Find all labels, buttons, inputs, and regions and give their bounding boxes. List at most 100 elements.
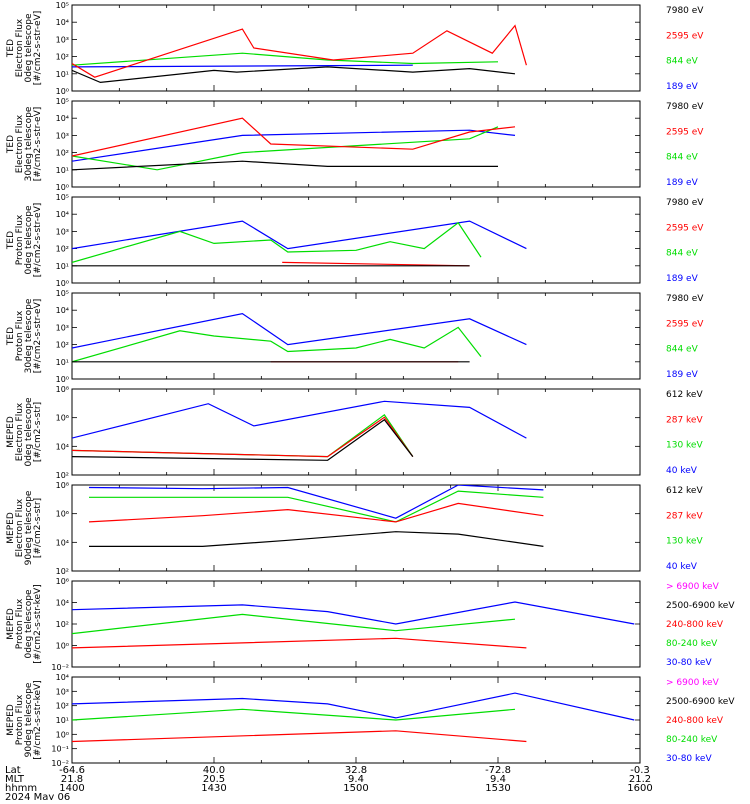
legend-entry: 2500-6900 keV bbox=[666, 697, 735, 707]
legend-entry: 189 eV bbox=[666, 82, 699, 92]
panel-1: 10⁵ 10⁴ 10³ 10² 10¹ 10⁰ TED Electron Flux 0deg t… bbox=[6, 1, 704, 96]
legend-entry: 844 eV bbox=[666, 57, 699, 67]
y-axis-label-line: 30deg telescope bbox=[24, 106, 34, 181]
y-axis-label-line: TED bbox=[6, 327, 16, 346]
x-tick-label: -64.6 bbox=[59, 765, 85, 776]
y-axis-label-line: 30deg telescope bbox=[24, 298, 34, 373]
series-line bbox=[72, 416, 414, 458]
x-tick-label: 9.4 bbox=[348, 774, 364, 785]
y-axis-label-line: TED bbox=[6, 135, 16, 154]
series-line bbox=[72, 601, 635, 625]
series-line bbox=[72, 708, 516, 721]
x-tick-label: 1500 bbox=[343, 783, 368, 794]
series-line bbox=[72, 326, 482, 363]
y-tick-label: 10¹ bbox=[56, 716, 69, 725]
legend-entry: 7980 eV bbox=[666, 102, 704, 112]
x-tick-label: 21.2 bbox=[629, 774, 651, 785]
y-tick-label: 10⁴ bbox=[56, 210, 69, 219]
y-tick-label: 10¹ bbox=[56, 166, 69, 175]
series-line bbox=[72, 418, 414, 461]
y-tick-label: 10⁴ bbox=[56, 114, 69, 123]
panel-frame bbox=[71, 676, 641, 764]
y-tick-label: 10⁸ bbox=[56, 385, 69, 394]
legend-entry: 287 keV bbox=[666, 415, 703, 425]
y-tick-label: 10⁰ bbox=[56, 375, 69, 384]
y-axis-label-line: TED bbox=[6, 231, 16, 250]
y-axis-label-line: Electron Flux bbox=[15, 114, 25, 173]
series-line bbox=[72, 613, 516, 635]
series-line bbox=[88, 485, 544, 519]
y-tick-label: 10⁰ bbox=[56, 183, 69, 192]
y-tick-label: 10³ bbox=[56, 323, 69, 332]
y-tick-label: 10⁰ bbox=[56, 87, 69, 96]
x-tick-label: 32.8 bbox=[345, 765, 367, 776]
y-axis-label-line: Electron Flux bbox=[15, 402, 25, 461]
legend-entry: > 6900 keV bbox=[666, 678, 720, 688]
y-tick-label: 10² bbox=[56, 620, 69, 629]
panel-5: 10⁸ 10⁶ 10⁴ 10² MEPED Electron Flux 0deg teles… bbox=[6, 385, 703, 480]
y-tick-label: 10⁶ bbox=[56, 510, 69, 519]
x-tick-label: -72.8 bbox=[485, 765, 511, 776]
series-line bbox=[72, 129, 516, 162]
y-tick-label: 10⁻¹ bbox=[51, 745, 69, 754]
x-tick-label: -0.3 bbox=[630, 765, 650, 776]
legend-entry: 2500-6900 keV bbox=[666, 601, 735, 611]
series-line bbox=[72, 24, 527, 78]
y-tick-label: 10² bbox=[56, 245, 69, 254]
x-row-label: Lat bbox=[5, 765, 21, 776]
y-tick-label: 10² bbox=[56, 341, 69, 350]
series-line bbox=[72, 126, 499, 171]
x-tick-label: 9.4 bbox=[490, 774, 506, 785]
panel-frame bbox=[71, 4, 641, 92]
y-tick-label: 10⁴ bbox=[56, 18, 69, 27]
y-tick-label: 10⁶ bbox=[56, 577, 69, 586]
y-axis-label-line: [#/cm2-s-str-keV] bbox=[33, 680, 43, 759]
series-line bbox=[72, 160, 498, 171]
y-axis-label-line: Proton Flux bbox=[15, 214, 25, 265]
y-tick-label: 10⁰ bbox=[56, 279, 69, 288]
y-axis-label-line: 90deg telescope bbox=[24, 490, 34, 565]
y-tick-label: 10² bbox=[56, 471, 69, 480]
x-row-label: hhmm bbox=[5, 783, 37, 794]
legend-entry: 2595 eV bbox=[666, 319, 704, 329]
y-tick-label: 10⁻² bbox=[51, 663, 69, 672]
y-tick-label: 10⁵ bbox=[56, 193, 69, 202]
series-line bbox=[72, 312, 527, 349]
y-axis-label-line: MEPED bbox=[6, 512, 16, 544]
y-tick-label: 10¹ bbox=[56, 358, 69, 367]
y-axis-label-line: [#/cm2-s-str-eV] bbox=[33, 11, 43, 86]
legend-entry: > 6900 keV bbox=[666, 582, 720, 592]
y-axis-label-line: Proton Flux bbox=[15, 598, 25, 649]
legend-entry: 189 eV bbox=[666, 178, 699, 188]
y-axis-label-line: MEPED bbox=[6, 704, 16, 736]
y-tick-label: 10⁴ bbox=[56, 538, 69, 547]
y-tick-label: 10⁻² bbox=[51, 759, 69, 768]
series-line bbox=[89, 490, 544, 523]
y-tick-label: 10⁰ bbox=[56, 730, 69, 739]
y-axis-label-line: 0deg telescope bbox=[24, 397, 34, 467]
y-axis-label-line: [#/cm2-s-str] bbox=[33, 498, 43, 558]
y-tick-label: 10² bbox=[56, 53, 69, 62]
series-line bbox=[72, 730, 527, 743]
legend-entry: 287 keV bbox=[666, 511, 703, 521]
legend-entry: 40 keV bbox=[666, 466, 698, 476]
series-line bbox=[72, 64, 413, 68]
legend-entry: 130 keV bbox=[666, 537, 703, 547]
y-tick-label: 10² bbox=[56, 702, 69, 711]
y-tick-label: 10⁴ bbox=[56, 673, 69, 682]
legend-entry: 2595 eV bbox=[666, 31, 704, 41]
legend-entry: 844 eV bbox=[666, 345, 699, 355]
y-axis-label-line: MEPED bbox=[6, 416, 16, 448]
legend-entry: 844 eV bbox=[666, 249, 699, 259]
series-line bbox=[72, 220, 527, 250]
legend-entry: 189 eV bbox=[666, 274, 699, 284]
panel-8: 10⁴ 10³ 10² 10¹ 10⁰ 10⁻¹ 10⁻² MEPED Proton Flux 9… bbox=[6, 673, 735, 768]
x-tick-label: 1400 bbox=[59, 783, 84, 794]
date-label: 2024 May 06 bbox=[5, 792, 70, 800]
y-tick-label: 10¹ bbox=[56, 70, 69, 79]
y-tick-label: 10³ bbox=[56, 35, 69, 44]
y-tick-label: 10⁵ bbox=[56, 1, 69, 10]
x-tick-label: 20.5 bbox=[203, 774, 225, 785]
y-axis-label-line: [#/cm2-s-str] bbox=[33, 402, 43, 462]
